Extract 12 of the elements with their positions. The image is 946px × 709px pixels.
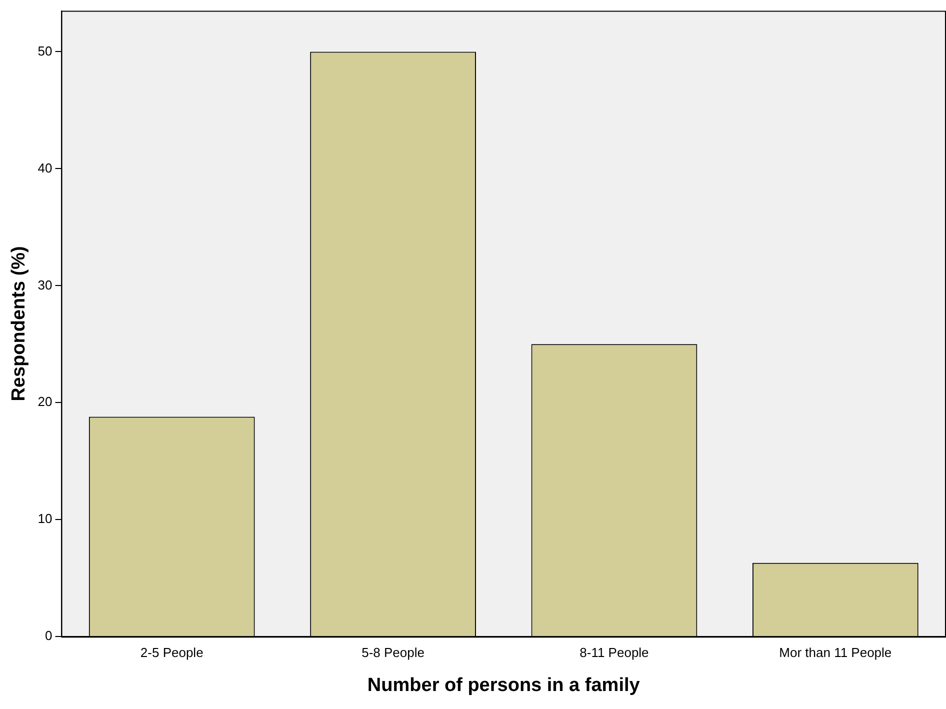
y-tick-label: 20	[38, 394, 52, 410]
x-tick-label: 2-5 People	[140, 644, 204, 660]
y-tick-label: 40	[38, 160, 52, 176]
y-axis-title: Respondents (%)	[8, 246, 30, 402]
y-tick-label: 10	[38, 511, 52, 526]
y-tick-label: 50	[38, 43, 52, 58]
y-tick-label: 0	[45, 628, 52, 644]
x-axis-title: Number of persons in a family	[367, 674, 640, 696]
x-tick-label: 5-8 People	[362, 644, 424, 660]
x-tick-label: Mor than 11 People	[779, 644, 892, 660]
x-tick-label: 8-11 People	[580, 644, 649, 660]
y-tick-label: 30	[38, 277, 52, 292]
